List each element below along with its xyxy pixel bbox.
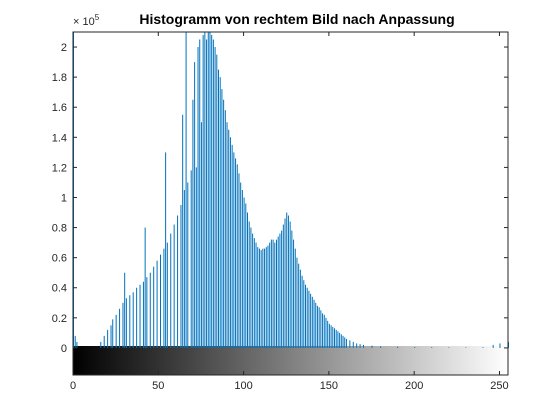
x-tick-label: 150 xyxy=(320,380,338,392)
y-tick-label: 1.6 xyxy=(52,102,67,114)
grayscale-colorbar xyxy=(73,346,508,375)
x-axis: 0 50 100 150 200 250 xyxy=(70,32,509,392)
x-tick-label: 250 xyxy=(490,380,508,392)
x-tick-label: 50 xyxy=(152,380,164,392)
y-tick-label: 0.6 xyxy=(52,253,67,265)
y-tick-label: 1.4 xyxy=(52,132,67,144)
plot-frame xyxy=(72,31,509,376)
y-axis: 0 0.2 0.4 0.6 0.8 1 1.2 1.4 1.6 1.8 2 xyxy=(52,42,508,355)
x-tick-label: 200 xyxy=(405,380,423,392)
x-tick-label: 100 xyxy=(234,380,252,392)
y-tick-label: 1.8 xyxy=(52,72,67,84)
y-tick-label: 1 xyxy=(61,192,67,204)
y-tick-label: 1.2 xyxy=(52,162,67,174)
x-tick-label: 0 xyxy=(70,380,76,392)
y-tick-label: 2 xyxy=(61,42,67,54)
y-tick-label: 0.2 xyxy=(52,313,67,325)
y-tick-label: 0 xyxy=(61,343,67,355)
y-exponent-label: × 105 xyxy=(73,13,100,28)
y-tick-label: 0.8 xyxy=(52,223,67,235)
chart-title: Histogramm von rechtem Bild nach Anpassu… xyxy=(139,11,454,27)
y-tick-label: 0.4 xyxy=(52,283,67,295)
histogram-bars xyxy=(73,32,509,348)
